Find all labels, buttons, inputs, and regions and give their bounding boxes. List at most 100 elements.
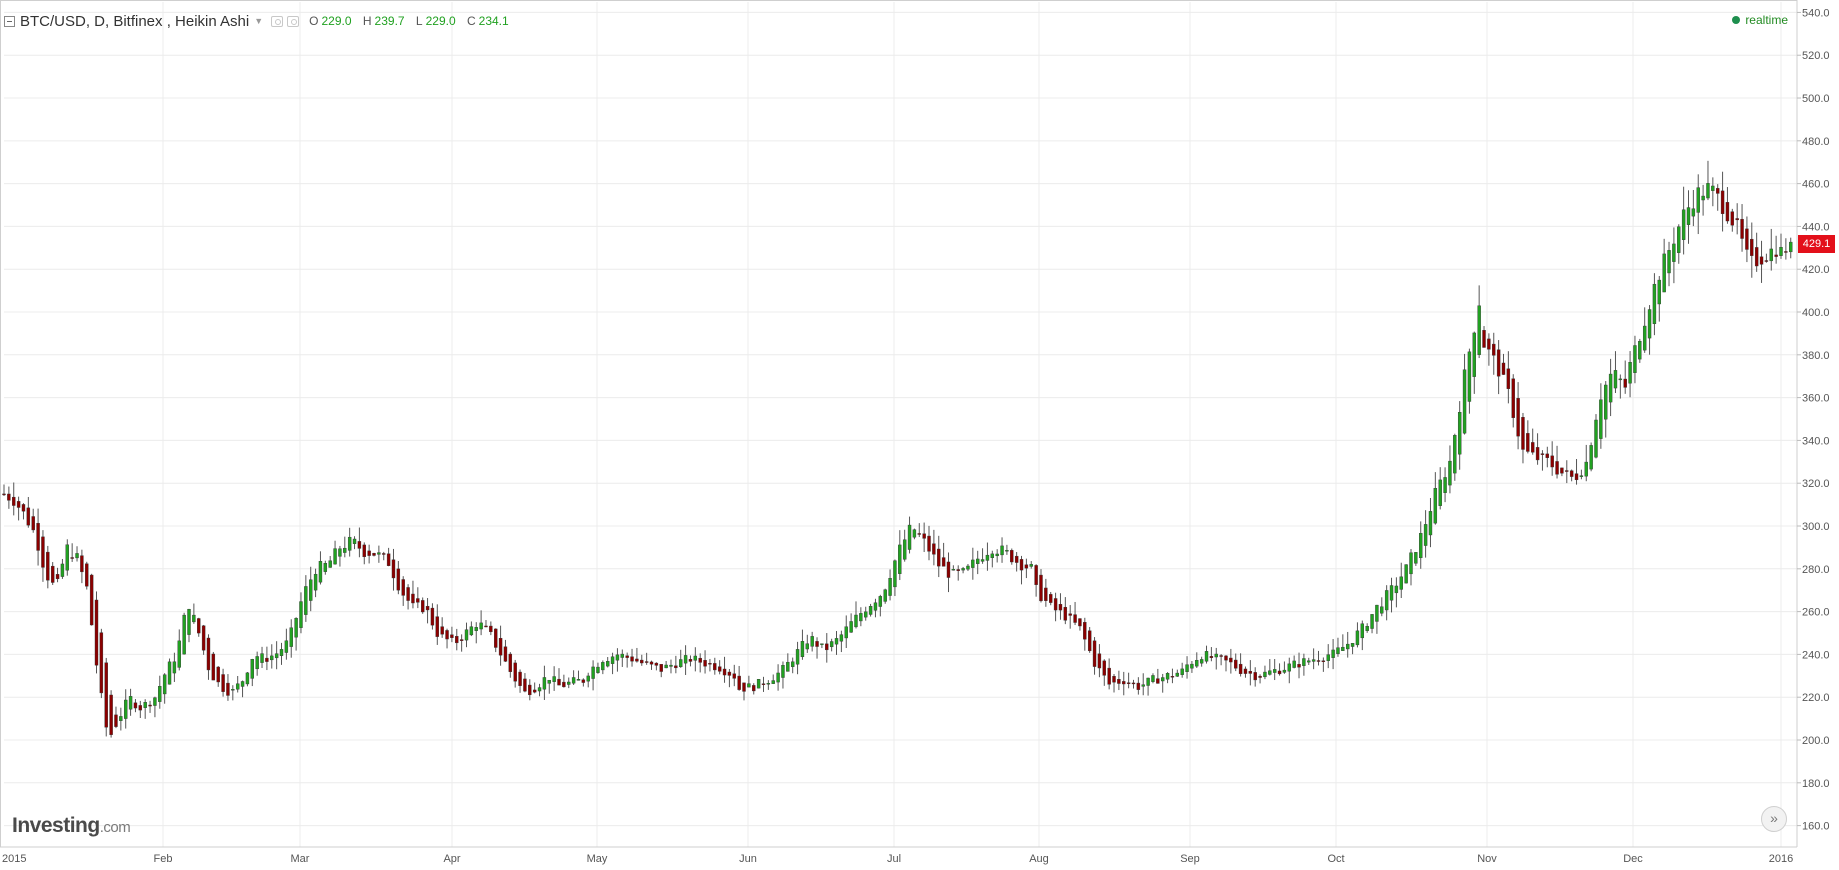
x-tick-label: Jul [887, 853, 901, 865]
candle-down [1112, 676, 1116, 683]
candle-up [294, 618, 298, 638]
candle-up [669, 664, 673, 667]
candle-up [1594, 419, 1598, 458]
collapse-legend-icon[interactable] [4, 15, 15, 27]
candle-down [1521, 417, 1525, 450]
candle-down [1131, 682, 1136, 685]
candle-up [1355, 630, 1360, 646]
y-tick-label: 440.0 [1802, 221, 1830, 233]
candle-down [445, 630, 449, 640]
candle-up [771, 680, 775, 684]
candle-down [1209, 656, 1214, 658]
candle-down [206, 637, 211, 671]
candle-up [474, 627, 478, 631]
candle-up [961, 568, 965, 571]
candle-down [722, 668, 727, 676]
candle-up [469, 626, 474, 636]
candle-down [1526, 433, 1530, 452]
candle-down [484, 625, 488, 628]
open-value: 229.0 [321, 14, 352, 28]
candle-down [1058, 604, 1063, 611]
candle-down [133, 702, 138, 709]
candle-up [167, 661, 172, 685]
candle-down [1019, 559, 1024, 571]
candle-down [1122, 681, 1126, 685]
candle-down [1102, 660, 1106, 676]
candle-up [318, 561, 323, 583]
candle-down [1501, 362, 1506, 375]
candle-up [820, 643, 824, 645]
candle-down [46, 551, 50, 581]
candle-down [825, 643, 829, 651]
candle-up [1005, 550, 1009, 552]
candle-up [60, 563, 65, 577]
series-title[interactable]: BTC/USD, D, Bitfinex , Heikin Ashi [20, 12, 250, 30]
candle-down [89, 574, 94, 626]
candle-up [878, 596, 883, 607]
candle-up [1311, 659, 1316, 662]
candle-up [893, 560, 897, 588]
y-tick-label: 380.0 [1802, 350, 1830, 362]
candle-down [391, 559, 396, 579]
candle-down [1623, 378, 1627, 388]
candle-down [922, 533, 926, 539]
candle-up [75, 553, 79, 559]
candle-down [1092, 640, 1097, 667]
candle-up [1370, 614, 1374, 629]
candle-down [737, 675, 741, 690]
candle-up [162, 674, 167, 695]
candle-down [420, 600, 425, 613]
candle-down [85, 563, 89, 587]
candle-up [479, 622, 483, 630]
candle-up [1414, 552, 1418, 564]
candle-up [683, 655, 688, 664]
candle-up [1462, 369, 1467, 434]
candle-up [255, 656, 259, 670]
chevron-down-icon[interactable]: ▼ [254, 16, 264, 26]
candle-down [12, 496, 16, 506]
candle-down [41, 536, 45, 568]
visibility-icon[interactable] [271, 15, 284, 27]
candle-down [1297, 664, 1301, 668]
candle-up [1302, 658, 1306, 666]
candle-up [620, 653, 624, 658]
candle-down [1720, 190, 1725, 214]
candle-up [377, 552, 381, 555]
candle-down [55, 574, 60, 580]
candle-down [1107, 667, 1111, 685]
y-tick-label: 480.0 [1802, 136, 1830, 148]
candle-down [1243, 668, 1248, 674]
candle-down [698, 657, 702, 663]
candle-up [1165, 673, 1170, 680]
candle-down [104, 662, 108, 728]
settings-icon[interactable] [287, 15, 300, 27]
candle-up [1769, 248, 1773, 262]
y-tick-label: 180.0 [1802, 778, 1830, 790]
candle-up [1404, 564, 1408, 584]
candle-up [279, 649, 284, 656]
candle-up [1672, 243, 1676, 262]
candle-down [1117, 679, 1121, 684]
candle-up [328, 560, 332, 568]
candle-up [591, 666, 595, 679]
candle-down [630, 656, 634, 662]
candle-up [1263, 671, 1267, 678]
candle-down [382, 553, 386, 555]
candle-up [971, 559, 975, 568]
candle-up [951, 569, 956, 571]
candle-down [1569, 470, 1574, 477]
scroll-to-realtime-button[interactable]: » [1761, 806, 1787, 832]
candle-down [1535, 447, 1540, 461]
candle-down [1511, 378, 1515, 418]
candle-down [114, 714, 118, 727]
candle-down [411, 593, 415, 604]
low-label: L [415, 14, 423, 28]
candle-up [1779, 246, 1783, 256]
candle-up [693, 655, 698, 661]
candle-up [596, 666, 600, 673]
x-tick-label: Nov [1477, 853, 1497, 865]
candle-down [1487, 338, 1491, 350]
candle-down [649, 661, 654, 665]
